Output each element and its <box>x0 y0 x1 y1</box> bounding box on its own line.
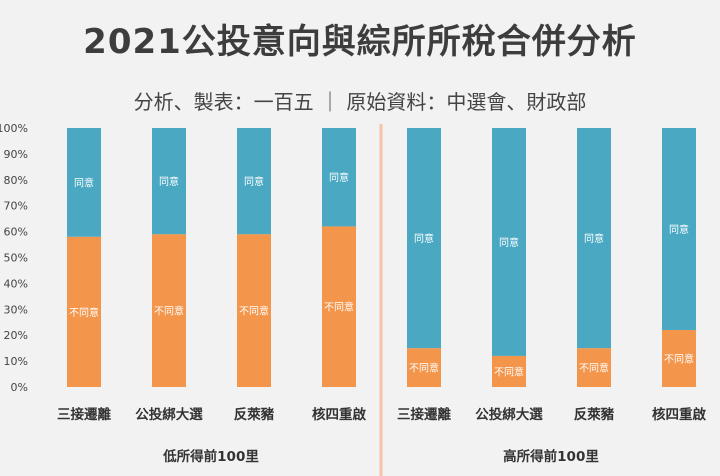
group-label: 低所得前100里 <box>162 448 259 465</box>
bar-agree-label: 同意 <box>669 223 689 236</box>
chart-title: 2021公投意向與綜所所稅合併分析 <box>83 22 637 62</box>
bar-agree-label: 同意 <box>244 175 264 188</box>
x-category-label: 三接遷離 <box>57 406 111 423</box>
bar-agree <box>577 128 611 349</box>
x-category-label: 公投綁大選 <box>475 406 543 423</box>
bar-agree <box>152 128 186 235</box>
x-category-label: 反萊豬 <box>574 406 615 423</box>
bar-disagree-label: 不同意 <box>69 306 99 319</box>
y-tick-label: 80% <box>4 174 28 187</box>
bar-agree <box>237 128 271 235</box>
y-tick-label: 70% <box>4 200 28 213</box>
bar-disagree <box>577 348 611 387</box>
y-tick-label: 30% <box>4 303 28 316</box>
bar-agree-label: 同意 <box>499 236 519 249</box>
bar-disagree <box>662 330 696 387</box>
x-category-label: 三接遷離 <box>397 406 451 423</box>
bar-disagree <box>237 234 271 387</box>
y-tick-label: 20% <box>4 329 28 342</box>
x-category-label: 核四重啟 <box>312 406 366 423</box>
y-tick-label: 90% <box>4 148 28 161</box>
y-tick-label: 100% <box>0 122 28 135</box>
y-tick-label: 60% <box>4 226 28 239</box>
y-tick-label: 40% <box>4 277 28 290</box>
bar-disagree-label: 不同意 <box>239 305 269 318</box>
bar-disagree <box>152 234 186 387</box>
bar-agree <box>407 128 441 349</box>
x-category-label: 核四重啟 <box>652 406 706 423</box>
bar-agree-label: 同意 <box>329 171 349 184</box>
x-category-label: 公投綁大選 <box>135 406 203 423</box>
bar-disagree <box>67 236 101 387</box>
bar-disagree-label: 不同意 <box>409 362 439 375</box>
bar-agree <box>662 128 696 331</box>
bar-disagree-label: 不同意 <box>494 365 524 378</box>
bar-disagree <box>407 348 441 387</box>
bar-disagree-label: 不同意 <box>664 353 694 366</box>
bar-agree <box>492 128 526 356</box>
bar-disagree <box>322 226 356 387</box>
chart-subtitle: 分析、製表：一百五 ｜ 原始資料：中選會、財政部 <box>133 90 587 114</box>
bar-agree-label: 同意 <box>584 232 604 245</box>
bar-disagree-label: 不同意 <box>324 301 354 314</box>
bar-disagree-label: 不同意 <box>579 362 609 375</box>
x-category-label: 反萊豬 <box>234 406 275 423</box>
bar-agree-label: 同意 <box>74 176 94 189</box>
bar-agree <box>67 128 101 237</box>
bar-disagree-label: 不同意 <box>154 305 184 318</box>
y-tick-label: 0% <box>11 381 28 394</box>
y-tick-label: 50% <box>4 252 28 265</box>
bar-agree-label: 同意 <box>414 232 434 245</box>
group-label: 高所得前100里 <box>503 448 599 465</box>
y-tick-label: 10% <box>4 355 28 368</box>
bar-agree-label: 同意 <box>159 175 179 188</box>
bar-disagree <box>492 355 526 387</box>
bar-agree <box>322 128 356 227</box>
